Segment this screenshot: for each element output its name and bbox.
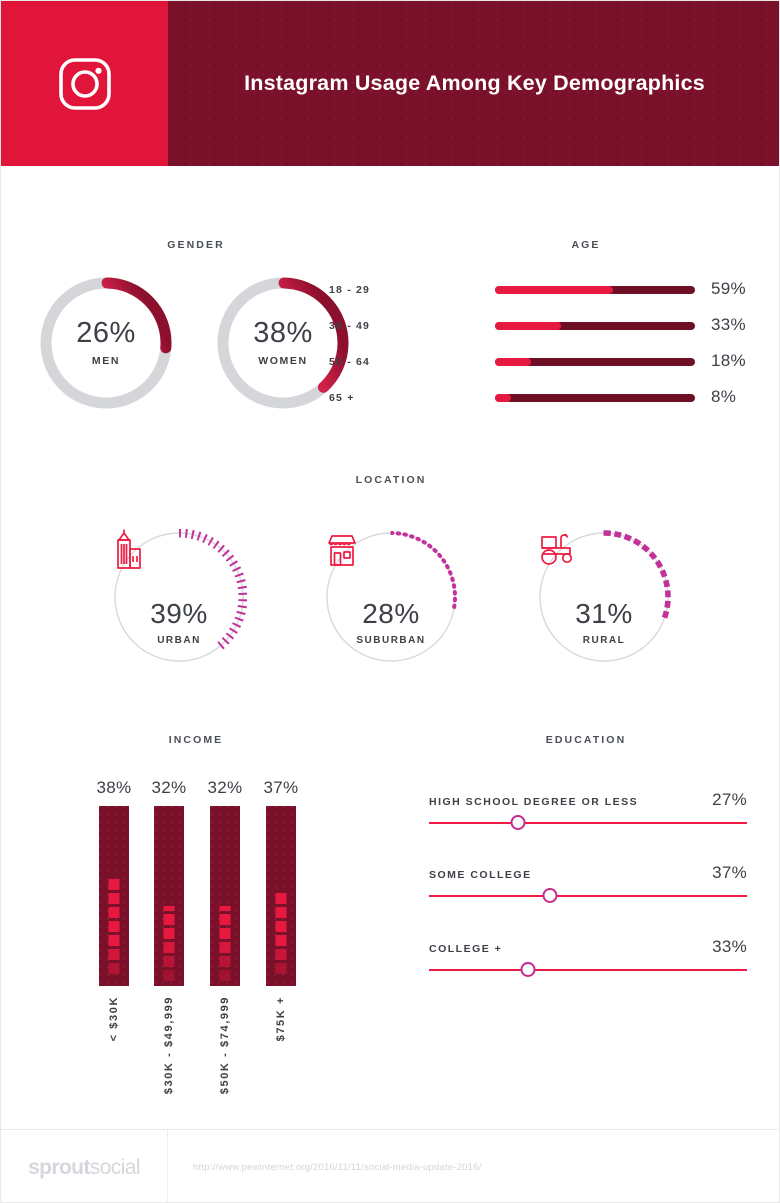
education-label-college-plus: COLLEGE +	[429, 943, 503, 955]
location-suburban-label: SUBURBAN	[356, 635, 426, 646]
income-label-under-30k: < $30K	[108, 996, 120, 1042]
education-label-high-school: HIGH SCHOOL DEGREE OR LESS	[429, 796, 639, 808]
donut-gender-men: 26% MEN	[36, 273, 176, 413]
brand-logo-panel	[1, 1, 168, 166]
donut-gender-women: 38% WOMEN	[213, 273, 353, 413]
income-label-75k-plus: $75K +	[275, 996, 287, 1042]
income-column-under-30k: 38% < $30K	[94, 778, 134, 1041]
location-gauge-urban: 39% URBAN	[111, 529, 247, 665]
age-track-30-49	[495, 322, 695, 330]
donut-gender-men-label: MEN	[91, 355, 121, 367]
education-slider-knob-high-school[interactable]	[510, 815, 526, 830]
page-footer: sproutsocial http://www.pewinternet.org/…	[1, 1129, 779, 1202]
logo-text-bold: sprout	[28, 1155, 90, 1179]
income-value-75k-plus: 37%	[263, 778, 299, 797]
education-value-high-school: 27%	[712, 790, 747, 809]
donut-gender-men-value: 26%	[76, 317, 136, 349]
income-value-under-30k: 38%	[96, 778, 132, 797]
age-row-65-plus: 65 + 8%	[329, 387, 747, 409]
logo-text-light: social	[89, 1155, 141, 1179]
section-title-education: EDUCATION	[545, 734, 627, 746]
instagram-icon	[58, 57, 112, 111]
age-row-30-49: 30 - 49 33%	[329, 315, 747, 337]
education-slider-some-college[interactable]	[429, 895, 747, 897]
age-row-18-29: 18 - 29 59%	[329, 279, 747, 301]
footer-source: http://www.pewinternet.org/2016/11/11/so…	[168, 1130, 779, 1202]
donut-gender-women-center: 38% WOMEN	[213, 273, 353, 413]
education-slider-high-school[interactable]	[429, 822, 747, 824]
income-label-50k-74999: $50K - $74,999	[219, 996, 231, 1095]
age-track-65-plus	[495, 394, 695, 402]
section-title-income: INCOME	[168, 734, 224, 746]
income-column-50k-74999: 32% $50K - $74,999	[205, 778, 245, 1094]
income-column-75k-plus: 37% $75K +	[261, 778, 301, 1041]
income-bar-30k-49999	[154, 806, 184, 986]
age-label-18-29: 18 - 29	[329, 284, 371, 296]
source-url[interactable]: http://www.pewinternet.org/2016/11/11/so…	[193, 1162, 482, 1173]
income-value-50k-74999: 32%	[207, 778, 243, 797]
location-gauge-suburban: 28% SUBURBAN	[323, 529, 459, 665]
location-urban-value: 39%	[150, 598, 208, 629]
education-value-college-plus: 33%	[712, 937, 747, 956]
age-fill-18-29	[495, 286, 613, 294]
age-track-50-64	[495, 358, 695, 366]
location-urban-label: URBAN	[157, 635, 201, 646]
age-value-50-64: 18%	[711, 351, 746, 370]
donut-gender-women-label: WOMEN	[258, 355, 308, 367]
age-row-50-64: 50 - 64 18%	[329, 351, 747, 373]
income-bar-50k-74999	[210, 806, 240, 986]
education-label-some-college: SOME COLLEGE	[429, 869, 532, 881]
income-value-30k-49999: 32%	[151, 778, 187, 797]
section-title-age: AGE	[571, 239, 601, 251]
age-track-18-29	[495, 286, 695, 294]
age-value-65-plus: 8%	[711, 387, 737, 406]
location-suburban-value: 28%	[362, 598, 420, 629]
location-rural-value: 31%	[575, 598, 633, 629]
location-gauge-rural: 31% RURAL	[536, 529, 672, 665]
income-label-30k-49999: $30K - $49,999	[163, 996, 175, 1095]
location-rural-label: RURAL	[582, 635, 626, 646]
donut-gender-men-center: 26% MEN	[36, 273, 176, 413]
age-fill-65-plus	[495, 394, 511, 402]
age-label-30-49: 30 - 49	[329, 320, 371, 332]
age-value-30-49: 33%	[711, 315, 746, 334]
education-slider-college-plus[interactable]	[429, 969, 747, 971]
section-title-location: LOCATION	[355, 474, 427, 486]
education-slider-knob-some-college[interactable]	[542, 888, 558, 903]
age-label-50-64: 50 - 64	[329, 356, 371, 368]
age-value-18-29: 59%	[711, 279, 746, 298]
donut-gender-women-value: 38%	[253, 317, 313, 349]
section-title-gender: GENDER	[167, 239, 225, 251]
age-fill-50-64	[495, 358, 531, 366]
age-label-65-plus: 65 +	[329, 392, 355, 404]
income-bar-75k-plus	[266, 806, 296, 986]
location-rural-center: 31% RURAL	[536, 529, 672, 665]
education-slider-knob-college-plus[interactable]	[520, 962, 536, 977]
page-header: Instagram Usage Among Key Demographics	[1, 1, 779, 166]
location-suburban-center: 28% SUBURBAN	[323, 529, 459, 665]
education-value-some-college: 37%	[712, 863, 747, 882]
age-fill-30-49	[495, 322, 561, 330]
location-urban-center: 39% URBAN	[111, 529, 247, 665]
sprout-social-logo: sproutsocial	[1, 1130, 168, 1202]
income-column-30k-49999: 32% $30K - $49,999	[149, 778, 189, 1094]
page-title: Instagram Usage Among Key Demographics	[244, 71, 705, 95]
income-bar-under-30k	[99, 806, 129, 986]
